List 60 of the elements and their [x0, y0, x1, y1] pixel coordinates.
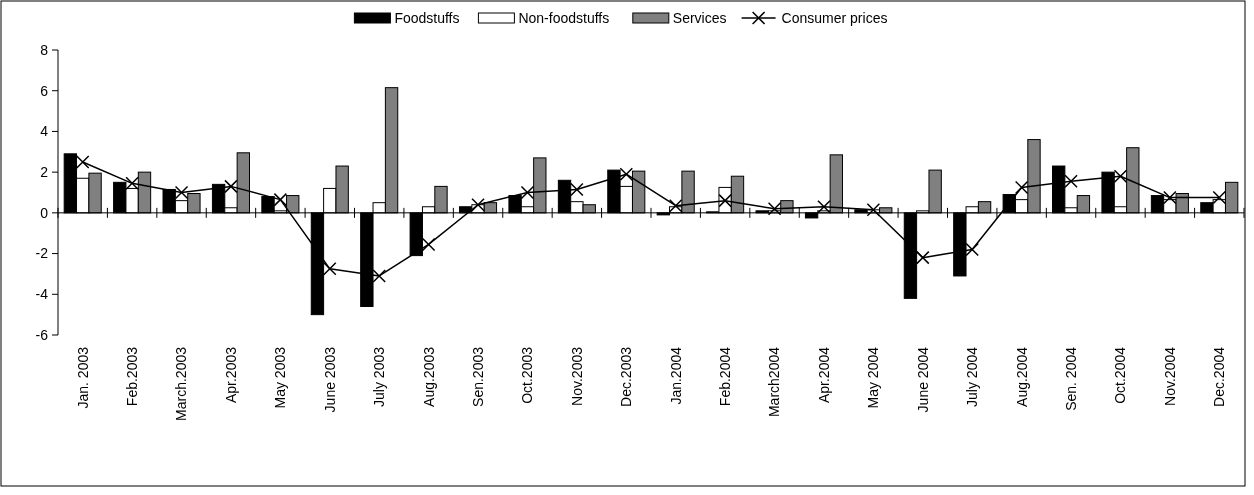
point — [323, 262, 337, 276]
point — [273, 192, 288, 207]
point — [224, 179, 238, 194]
point — [718, 193, 732, 208]
point — [916, 250, 930, 265]
x-tick-label: Jan.2004 — [667, 346, 684, 405]
point — [520, 185, 535, 200]
point — [174, 185, 189, 200]
point — [965, 242, 979, 257]
x-tick-label: July 2003 — [371, 346, 388, 407]
point — [1113, 169, 1128, 183]
x-tick-label: Feb.2004 — [717, 346, 734, 407]
y-tick-label: 0 — [40, 204, 49, 221]
y-tick-label: 6 — [40, 82, 49, 99]
x-tick-label: Apr.2004 — [815, 346, 832, 404]
x-tick-label: July 2004 — [964, 346, 981, 407]
x-tick-label: June 2003 — [321, 346, 338, 413]
x-tick-label: Jan. 2003 — [74, 346, 91, 409]
y-tick-label: -2 — [35, 245, 49, 262]
point — [125, 176, 139, 191]
x-tick-label: Aug.2003 — [420, 346, 437, 407]
point — [866, 203, 881, 217]
x-tick-label: Feb.2003 — [124, 346, 141, 407]
point — [421, 237, 436, 252]
point — [1212, 190, 1227, 205]
point — [1163, 190, 1177, 205]
x-tick-label: Nov.2003 — [568, 346, 585, 406]
point — [1014, 180, 1029, 195]
x-tick-label: Sen. 2004 — [1062, 346, 1079, 411]
y-tick-label: 2 — [40, 164, 49, 181]
point — [372, 269, 386, 283]
x-tick-label: Sen.2003 — [469, 346, 486, 407]
legend-label: Services — [672, 9, 727, 26]
legend-label: Non-foodstuffs — [518, 9, 610, 26]
y-tick-label: 4 — [40, 123, 49, 140]
x-tick-label: Nov.2004 — [1161, 346, 1178, 406]
x-tick-label: Oct.2004 — [1112, 346, 1129, 404]
legend-label: Consumer prices — [781, 9, 888, 26]
x-tick-label: May 2004 — [865, 346, 882, 409]
x-tick-label: June 2004 — [914, 346, 931, 413]
x-tick-label: March.2003 — [173, 346, 190, 421]
y-tick-label: -6 — [35, 326, 49, 343]
point — [619, 167, 634, 181]
x-tick-label: March2004 — [766, 346, 783, 418]
y-tick-label: 8 — [40, 41, 49, 58]
point — [471, 197, 485, 212]
y-tick-label: -4 — [35, 286, 49, 303]
x-tick-label: Oct.2003 — [519, 346, 536, 404]
point — [817, 200, 831, 214]
legend-label: Foodstuffs — [394, 9, 460, 26]
point — [1064, 174, 1078, 189]
point — [668, 198, 683, 213]
x-tick-label: Aug.2004 — [1013, 346, 1030, 407]
x-tick-label: Apr.2003 — [222, 346, 239, 404]
x-tick-label: Dec.2003 — [618, 346, 635, 407]
point — [75, 155, 90, 169]
x-tick-label: Dec.2004 — [1211, 346, 1228, 407]
point — [570, 182, 584, 197]
point — [767, 202, 782, 216]
x-tick-label: May 2003 — [272, 346, 289, 409]
